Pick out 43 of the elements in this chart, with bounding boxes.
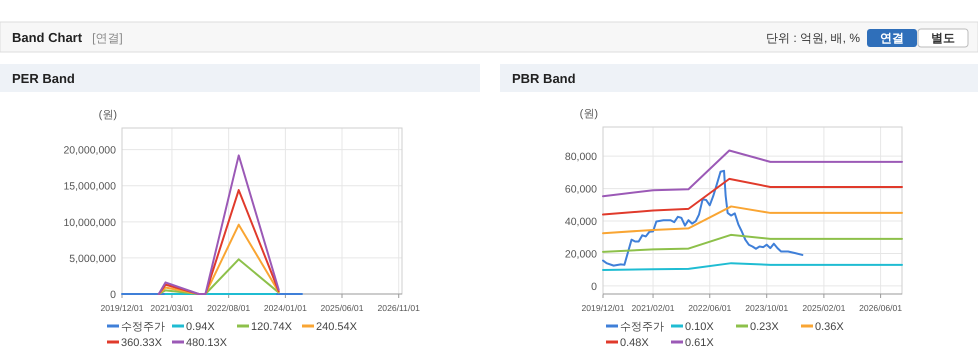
legend-label: 480.13X [186, 337, 228, 349]
y-tick-label: 0 [591, 280, 598, 293]
y-tick-label: 20,000 [564, 248, 598, 260]
legend-label: 수정주가 [121, 321, 165, 333]
x-tick-label: 2023/10/01 [745, 303, 788, 313]
x-tick-label: 2024/01/01 [264, 303, 308, 313]
x-tick-label: 2022/08/01 [207, 303, 250, 313]
y-tick-label: 5,000,000 [69, 252, 116, 265]
legend-label: 0.36X [815, 321, 844, 333]
y-tick-label: 10,000,000 [63, 216, 116, 229]
y-tick-label: 60,000 [564, 184, 598, 196]
legend-label: 0.48X [620, 337, 650, 349]
text: Band Chart [12, 30, 83, 45]
x-tick-label: 2019/12/01 [100, 303, 144, 313]
text: [연결] [92, 31, 123, 45]
x-tick-label: 2025/02/01 [802, 303, 846, 313]
x-tick-label: 2026/06/01 [859, 303, 902, 313]
x-tick-label: 2025/06/01 [320, 303, 364, 313]
legend-label: 240.54X [316, 321, 358, 333]
legend-label: 0.10X [685, 321, 714, 333]
x-tick-label: 2021/03/01 [150, 303, 194, 313]
y-tick-label: 15,000,000 [63, 180, 116, 193]
chart-title: PER Band [12, 71, 75, 86]
y-tick-label: 40,000 [564, 216, 598, 228]
x-tick-label: 2026/11/01 [378, 303, 420, 313]
x-tick-label: 2019/12/01 [581, 303, 625, 313]
y-axis-title: (원) [98, 109, 117, 121]
x-tick-label: 2021/02/01 [632, 303, 675, 313]
y-tick-label: 20,000,000 [63, 144, 116, 157]
y-axis-title: (원) [580, 108, 598, 120]
text: 연결 [880, 31, 904, 45]
legend-label: 0.61X [685, 337, 714, 349]
legend-label: 360.33X [121, 337, 163, 349]
legend-label: 0.23X [750, 321, 780, 333]
legend-label: 0.94X [186, 321, 216, 333]
x-tick-label: 2022/06/01 [688, 303, 732, 313]
legend-label: 수정주가 [620, 321, 664, 333]
text: 단위 : 억원, 배, % [766, 31, 860, 45]
legend-label: 120.74X [251, 321, 293, 333]
y-tick-label: 0 [110, 289, 116, 301]
y-tick-label: 80,000 [564, 151, 598, 164]
chart-title: PBR Band [512, 71, 576, 86]
text: 별도 [931, 31, 955, 45]
